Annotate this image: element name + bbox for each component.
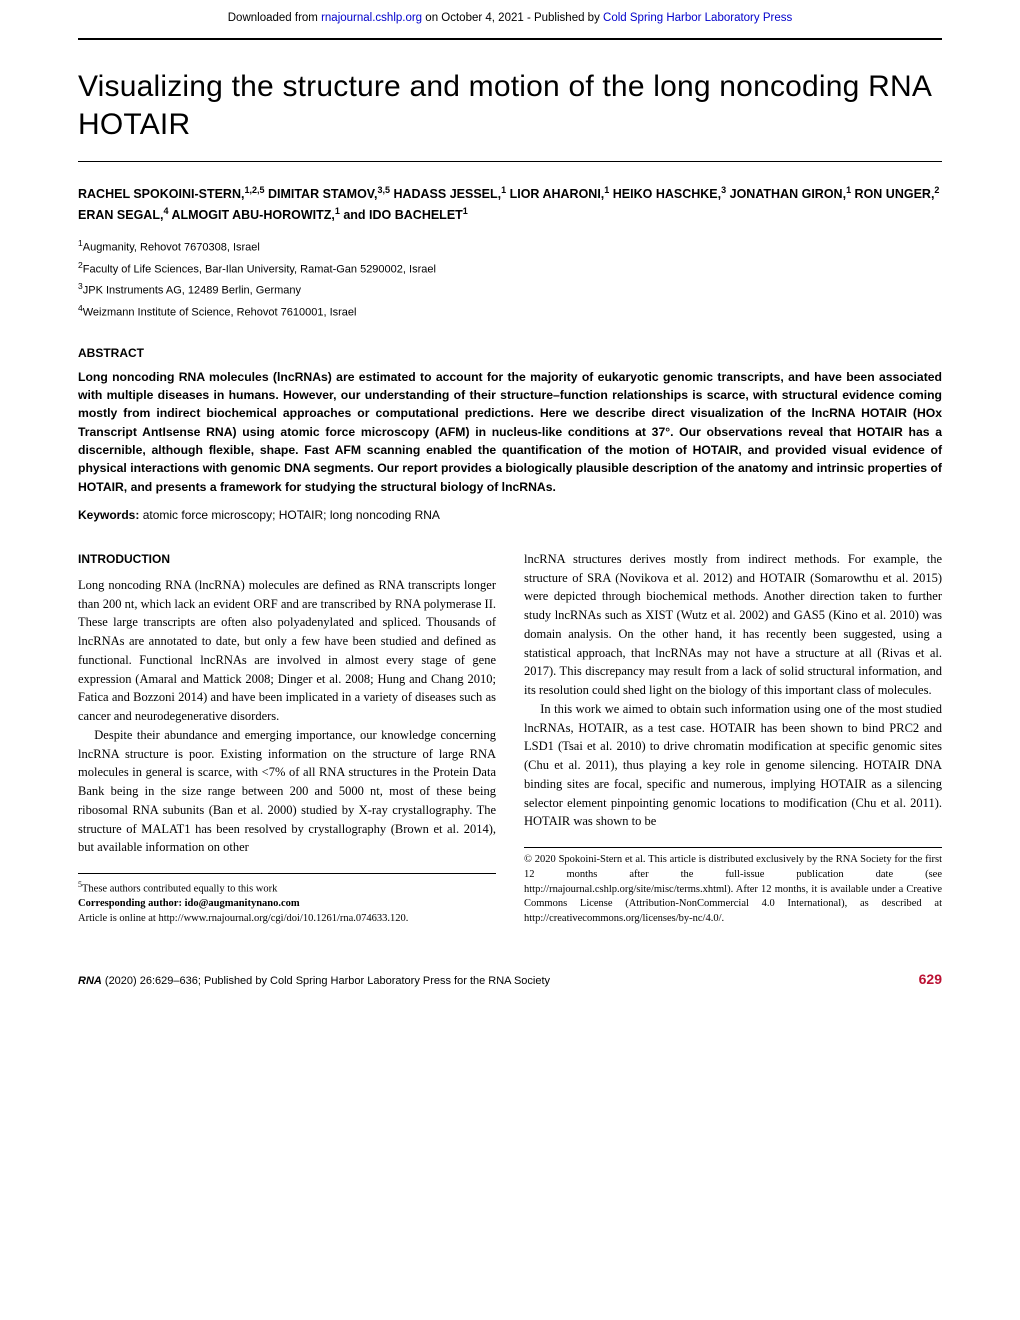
footnotes-block: 5These authors contributed equally to th… bbox=[78, 873, 496, 927]
footnote-corr-label: Corresponding author: bbox=[78, 898, 185, 909]
affiliation: 1Augmanity, Rehovot 7670308, Israel bbox=[78, 237, 942, 257]
footnote-corr-email: ido@augmanitynano.com bbox=[185, 898, 300, 909]
body-columns: INTRODUCTION Long noncoding RNA (lncRNA)… bbox=[78, 550, 942, 927]
download-bar: Downloaded from rnajournal.cshlp.org on … bbox=[78, 0, 942, 30]
abstract-body: Long noncoding RNA molecules (lncRNAs) a… bbox=[78, 368, 942, 496]
affiliation: 3JPK Instruments AG, 12489 Berlin, Germa… bbox=[78, 280, 942, 300]
download-mid: on October 4, 2021 - Published by bbox=[425, 12, 603, 24]
keywords-label: Keywords: bbox=[78, 508, 139, 522]
page-footer: RNA (2020) 26:629–636; Published by Cold… bbox=[78, 971, 942, 987]
footer-journal: RNA bbox=[78, 975, 102, 987]
body-paragraph: lncRNA structures derives mostly from in… bbox=[524, 550, 942, 700]
page-root: Downloaded from rnajournal.cshlp.org on … bbox=[0, 0, 1020, 1320]
download-prefix: Downloaded from bbox=[228, 12, 321, 24]
authors-line: RACHEL SPOKOINI-STERN,1,2,5 DIMITAR STAM… bbox=[78, 184, 942, 225]
footer-issue: (2020) 26:629–636; Published by Cold Spr… bbox=[102, 975, 550, 987]
copyright-block: © 2020 Spokoini-Stern et al. This articl… bbox=[524, 847, 942, 926]
article-title: Visualizing the structure and motion of … bbox=[78, 68, 942, 143]
keywords-line: Keywords: atomic force microscopy; HOTAI… bbox=[78, 508, 942, 522]
footer-page-number: 629 bbox=[919, 971, 942, 987]
footnote-equal-contrib: 5These authors contributed equally to th… bbox=[78, 879, 496, 897]
footnote-corresponding: Corresponding author: ido@augmanitynano.… bbox=[78, 897, 496, 912]
abstract-heading: ABSTRACT bbox=[78, 346, 942, 360]
affiliations-block: 1Augmanity, Rehovot 7670308, Israel 2Fac… bbox=[78, 237, 942, 322]
introduction-heading: INTRODUCTION bbox=[78, 550, 496, 568]
column-right: lncRNA structures derives mostly from in… bbox=[524, 550, 942, 927]
rule-top bbox=[78, 38, 942, 40]
affiliation: 2Faculty of Life Sciences, Bar-Ilan Univ… bbox=[78, 259, 942, 279]
column-left: INTRODUCTION Long noncoding RNA (lncRNA)… bbox=[78, 550, 496, 927]
footer-left: RNA (2020) 26:629–636; Published by Cold… bbox=[78, 975, 550, 987]
keywords-value: atomic force microscopy; HOTAIR; long no… bbox=[143, 508, 440, 522]
footnote-article-online: Article is online at http://www.rnajourn… bbox=[78, 912, 496, 927]
download-link-publisher[interactable]: Cold Spring Harbor Laboratory Press bbox=[603, 12, 792, 24]
download-link-journal[interactable]: rnajournal.cshlp.org bbox=[321, 12, 422, 24]
rule-under-title bbox=[78, 161, 942, 162]
affiliation: 4Weizmann Institute of Science, Rehovot … bbox=[78, 302, 942, 322]
body-paragraph: Long noncoding RNA (lncRNA) molecules ar… bbox=[78, 576, 496, 726]
body-paragraph: In this work we aimed to obtain such inf… bbox=[524, 700, 942, 831]
body-paragraph: Despite their abundance and emerging imp… bbox=[78, 726, 496, 857]
